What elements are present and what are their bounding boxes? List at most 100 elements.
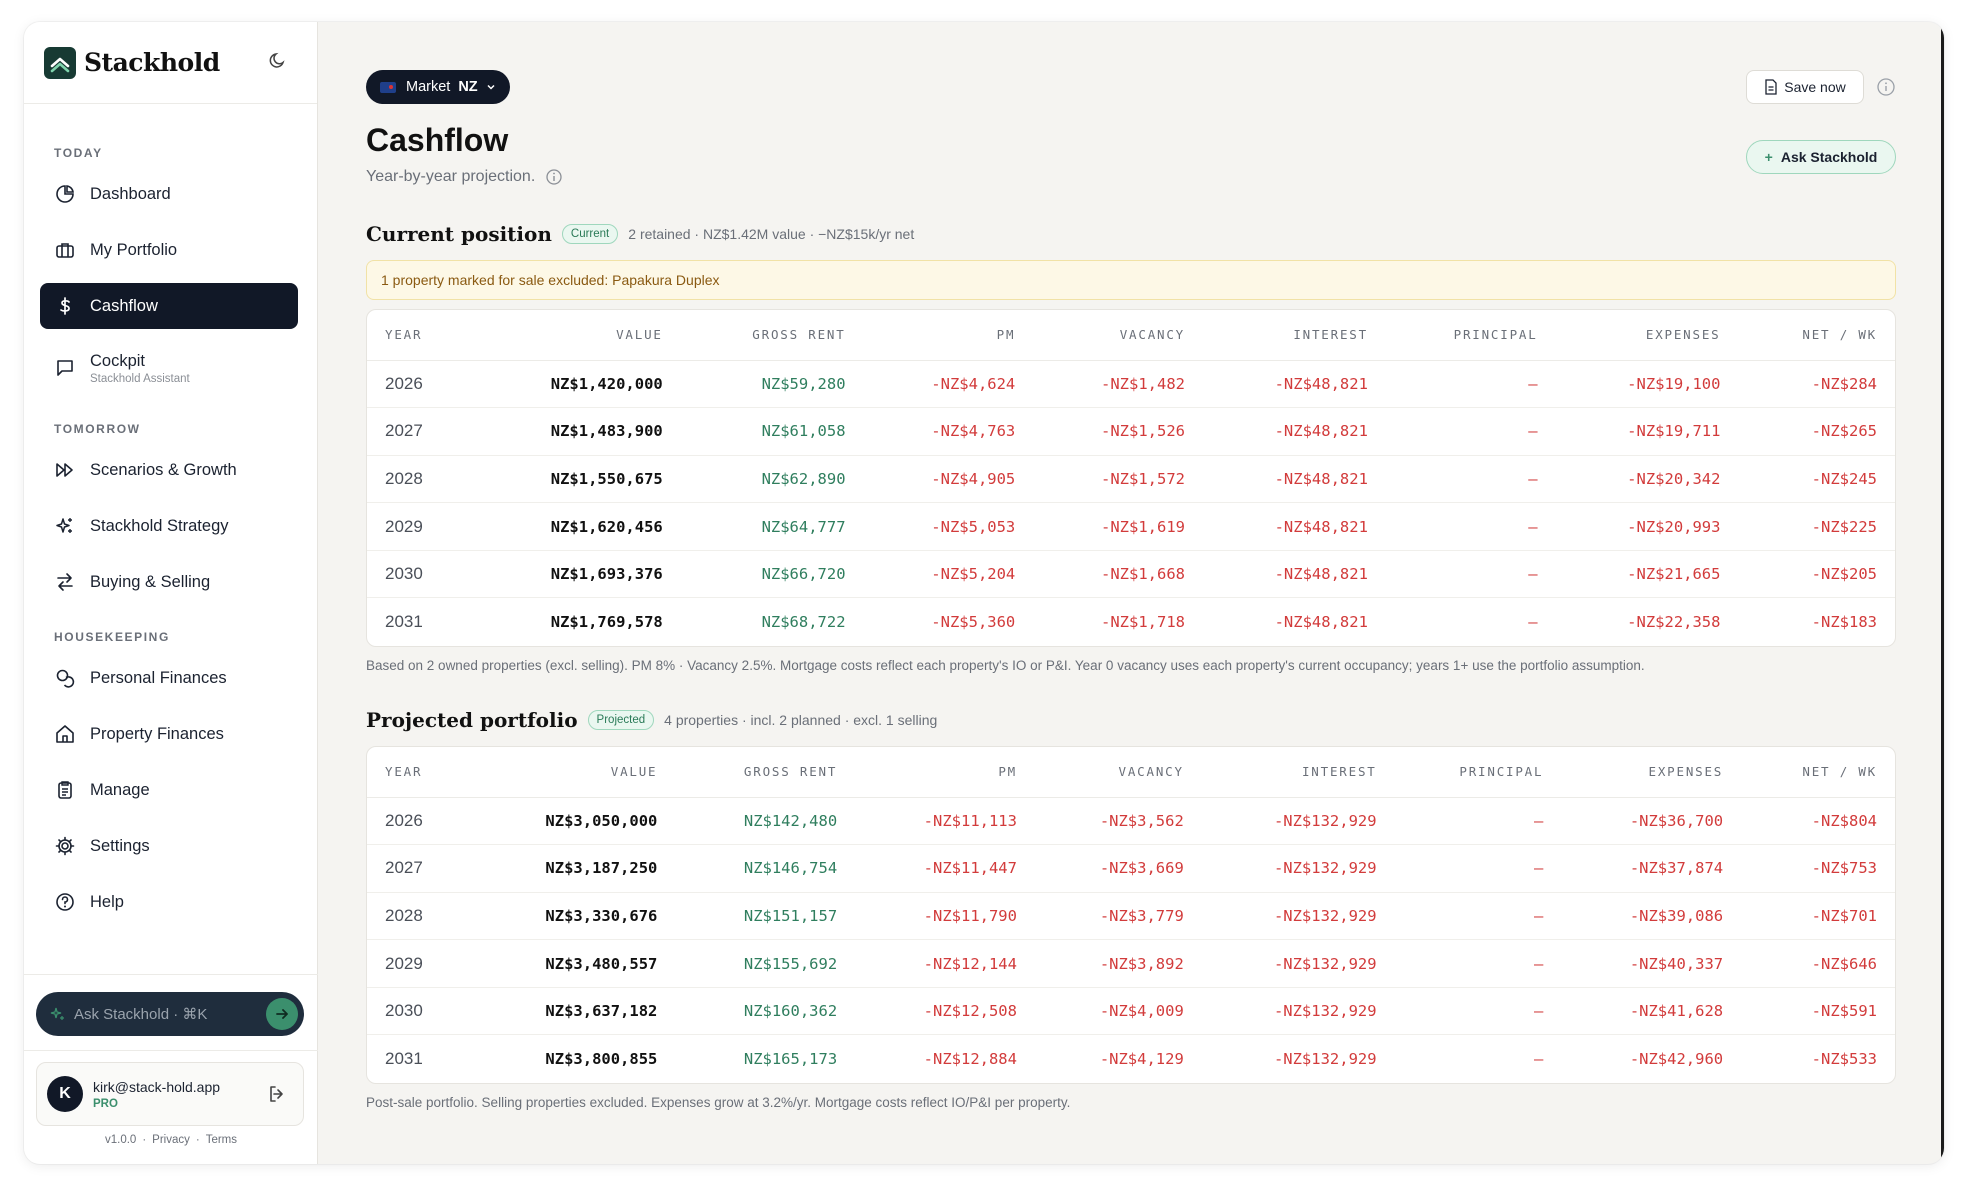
column-header: PM <box>855 747 1035 798</box>
sidebar-item-property-finances[interactable]: Property Finances <box>40 711 298 757</box>
send-button[interactable] <box>266 998 298 1030</box>
table-cell: -NZ$48,821 <box>1203 360 1386 409</box>
chat-icon <box>54 357 76 379</box>
table-cell: NZ$151,157 <box>675 892 856 941</box>
table-cell: -NZ$4,905 <box>863 455 1034 504</box>
table-cell: -NZ$132,929 <box>1201 844 1395 893</box>
table-cell: 2031 <box>385 1049 423 1069</box>
column-header: EXPENSES <box>1561 747 1742 798</box>
plus-icon: + <box>1764 149 1773 165</box>
document-icon <box>1765 79 1777 95</box>
table-cell: -NZ$1,668 <box>1033 550 1203 599</box>
column-header: VALUE <box>471 310 681 361</box>
sidebar-item-help[interactable]: Help <box>40 879 298 925</box>
table-cell: -NZ$12,508 <box>855 987 1035 1036</box>
table-row[interactable]: 2029 NZ$1,620,456 NZ$64,777 -NZ$5,053 -NZ$1,… <box>367 502 1895 551</box>
user-card[interactable]: K kirk@stack-hold.app PRO <box>36 1062 304 1126</box>
table-cell: -NZ$4,624 <box>863 360 1034 409</box>
table-cell: -NZ$3,669 <box>1034 844 1202 893</box>
table-cell: NZ$3,637,182 <box>469 987 676 1036</box>
market-selector[interactable]: Market NZ <box>366 70 510 104</box>
table-row[interactable]: 2028 NZ$1,550,675 NZ$62,890 -NZ$4,905 -NZ$1,… <box>367 455 1895 504</box>
subtitle-text: Year-by-year projection. <box>366 168 536 185</box>
brand[interactable]: Stackhold <box>24 22 317 104</box>
footnote: Based on 2 owned properties (excl. selli… <box>366 658 1645 673</box>
table-cell: -NZ$11,113 <box>855 797 1035 846</box>
table-row[interactable]: 2026 NZ$1,420,000 NZ$59,280 -NZ$4,624 -NZ$1,… <box>367 360 1895 409</box>
projected-portfolio-table: YEAR VALUE GROSS RENT PM VACANCY INTEREST PRIN… <box>366 746 1896 1084</box>
sidebar-item-strategy[interactable]: Stackhold Strategy <box>40 503 298 549</box>
sidebar-item-settings[interactable]: Settings <box>40 823 298 869</box>
column-header: VACANCY <box>1034 747 1202 798</box>
table-cell: -NZ$3,779 <box>1034 892 1202 941</box>
sidebar-item-cashflow[interactable]: Cashflow <box>40 283 298 329</box>
market-label: Market <box>406 79 451 95</box>
ask-stackhold-button[interactable]: + Ask Stackhold <box>1746 140 1896 174</box>
sidebar-item-scenarios[interactable]: Scenarios & Growth <box>40 447 298 493</box>
divider <box>24 1050 318 1051</box>
table-cell: -NZ$132,929 <box>1201 892 1395 941</box>
info-icon[interactable] <box>1876 77 1896 97</box>
sidebar-item-cockpit[interactable]: Cockpit Stackhold Assistant <box>40 345 298 391</box>
table-cell: — <box>1385 550 1556 599</box>
table-cell: -NZ$1,526 <box>1033 407 1203 456</box>
table-cell: — <box>1394 987 1562 1036</box>
column-header: PRINCIPAL <box>1385 310 1556 361</box>
sidebar-item-personal-finances[interactable]: Personal Finances <box>40 655 298 701</box>
sidebar-item-my-portfolio[interactable]: My Portfolio <box>40 227 298 273</box>
table-cell: NZ$155,692 <box>675 939 856 988</box>
logout-icon[interactable] <box>267 1084 289 1106</box>
table-cell: NZ$165,173 <box>743 1050 838 1069</box>
sidebar-item-dashboard[interactable]: Dashboard <box>40 171 298 217</box>
sidebar-item-label: Personal Finances <box>90 668 227 687</box>
table-row[interactable]: 2027 NZ$3,187,250 NZ$146,754 -NZ$11,447 -NZ$… <box>367 844 1895 893</box>
table-row[interactable]: 2030 NZ$3,637,182 NZ$160,362 -NZ$12,508 -NZ$… <box>367 987 1895 1036</box>
section-meta: 4 properties · incl. 2 planned · excl. 1… <box>664 712 938 728</box>
section-label-tomorrow: TOMORROW <box>54 422 141 436</box>
sidebar-item-label: Scenarios & Growth <box>90 460 237 479</box>
table-cell: -NZ$48,821 <box>1203 550 1386 599</box>
column-header: INTEREST <box>1203 310 1386 361</box>
table-cell: NZ$66,720 <box>680 550 864 599</box>
table-row[interactable]: 2029 NZ$3,480,557 NZ$155,692 -NZ$12,144 -NZ$… <box>367 939 1895 988</box>
sidebar-item-label: Manage <box>90 780 150 799</box>
moon-icon[interactable] <box>268 50 292 74</box>
table-cell: -NZ$4,009 <box>1034 987 1202 1036</box>
table-cell: -NZ$753 <box>1741 844 1895 893</box>
help-circle-icon <box>54 891 76 913</box>
table-cell: -NZ$132,929 <box>1273 1050 1377 1069</box>
terms-link[interactable]: Terms <box>205 1134 238 1146</box>
table-row[interactable]: 2028 NZ$3,330,676 NZ$151,157 -NZ$11,790 -NZ$… <box>367 892 1895 941</box>
sidebar-item-buying-selling[interactable]: Buying & Selling <box>40 559 298 605</box>
table-row[interactable]: 2027 NZ$1,483,900 NZ$61,058 -NZ$4,763 -NZ$1,… <box>367 407 1895 456</box>
table-cell: 2028 <box>367 455 472 504</box>
sidebar-item-label: Cockpit <box>90 351 146 370</box>
info-icon[interactable] <box>545 168 563 186</box>
table-row[interactable]: 2031 NZ$1,769,578 NZ$68,722 -NZ$5,360 -NZ$1,… <box>367 598 1895 646</box>
clipboard-icon <box>54 779 76 801</box>
separator: · <box>195 1134 200 1146</box>
table-cell: -NZ$804 <box>1741 797 1895 846</box>
table-row[interactable]: 2030 NZ$1,693,376 NZ$66,720 -NZ$5,204 -NZ$1,… <box>367 550 1895 599</box>
table-cell: -NZ$1,619 <box>1033 502 1203 551</box>
sparkles-icon <box>54 515 76 537</box>
sidebar-item-manage[interactable]: Manage <box>40 767 298 813</box>
table-cell: -NZ$183 <box>1811 613 1877 632</box>
table-cell: — <box>1385 360 1556 409</box>
table-row[interactable]: 2026 NZ$3,050,000 NZ$142,480 -NZ$11,113 -NZ$… <box>367 797 1895 846</box>
save-button[interactable]: Save now <box>1746 70 1864 104</box>
table-cell: -NZ$3,892 <box>1034 939 1202 988</box>
table-cell: — <box>1385 455 1556 504</box>
market-value: NZ <box>458 79 478 95</box>
privacy-link[interactable]: Privacy <box>152 1134 190 1146</box>
column-header: EXPENSES <box>1555 310 1739 361</box>
home-icon <box>54 723 76 745</box>
current-position-table: YEAR VALUE GROSS RENT PM VACANCY INTEREST PRIN… <box>366 309 1896 647</box>
table-row[interactable]: 2031 NZ$3,800,855 NZ$165,173 -NZ$12,884 -NZ$… <box>367 1035 1895 1083</box>
table-cell: — <box>1394 844 1562 893</box>
table-cell: -NZ$20,342 <box>1555 455 1739 504</box>
table-cell: NZ$3,187,250 <box>469 844 676 893</box>
table-cell: -NZ$42,960 <box>1629 1050 1724 1069</box>
ask-stackhold-input[interactable]: Ask Stackhold · ⌘K <box>36 992 304 1036</box>
column-header: NET / WK <box>1741 747 1895 798</box>
